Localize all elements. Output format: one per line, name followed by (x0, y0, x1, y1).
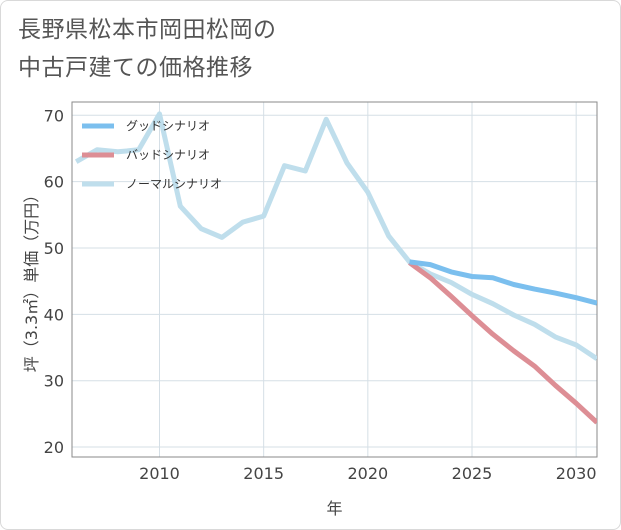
x-tick-label: 2015 (243, 464, 284, 483)
legend-label: グッドシナリオ (126, 119, 210, 133)
y-axis-title: 坪（3.3㎡）単価（万円） (22, 187, 41, 372)
plot-area (71, 101, 598, 458)
y-tick-label: 20 (44, 438, 64, 457)
chart-title-line-2: 中古戸建ての価格推移 (18, 55, 253, 81)
x-tick-label: 2025 (452, 464, 493, 483)
chart-title: 長野県松本市岡田松岡の 中古戸建ての価格推移 (18, 11, 277, 87)
x-tick-label: 2010 (139, 464, 180, 483)
series-line-0 (409, 259, 597, 306)
legend-label: ノーマルシナリオ (126, 177, 222, 191)
chart-title-line-1: 長野県松本市岡田松岡の (18, 17, 277, 43)
y-tick-label: 40 (44, 305, 64, 324)
y-tick-label: 70 (44, 106, 64, 125)
y-tick-label: 50 (44, 239, 64, 258)
series-lines (74, 111, 597, 425)
series-line-2 (74, 111, 597, 361)
series-line-1 (408, 260, 597, 425)
legend-label: バッドシナリオ (126, 148, 210, 162)
x-tick-label: 2030 (556, 464, 597, 483)
x-axis-title: 年 (326, 499, 342, 518)
grid (72, 102, 597, 457)
x-tick-label: 2020 (347, 464, 388, 483)
y-tick-label: 60 (44, 173, 64, 192)
y-tick-label: 30 (44, 372, 64, 391)
